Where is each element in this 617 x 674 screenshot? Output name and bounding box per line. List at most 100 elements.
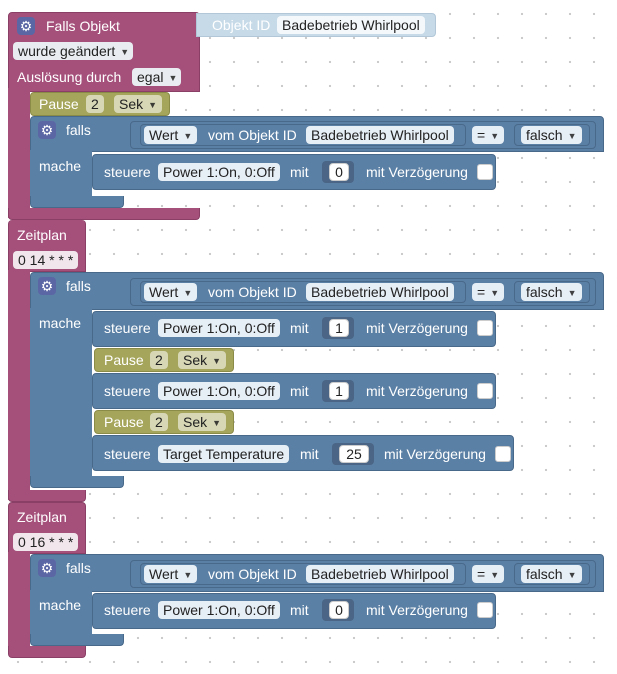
delay-checkbox[interactable] xyxy=(477,320,493,336)
changed-dropdown[interactable]: wurde geändert ▼ xyxy=(13,42,134,60)
value-type-dropdown[interactable]: Wert ▼ xyxy=(144,126,198,144)
delay-label: mit Verzögerung xyxy=(366,164,468,180)
if-mache-label: mache xyxy=(39,315,82,331)
schedule-footer xyxy=(8,490,86,502)
value-type-label: Wert xyxy=(149,566,179,582)
bool-value: falsch xyxy=(526,127,563,143)
delay-checkbox[interactable] xyxy=(477,164,493,180)
delay-label: mit Verzögerung xyxy=(366,383,468,399)
schedule-title: Zeitplan xyxy=(17,227,67,243)
chevron-down-icon: ▼ xyxy=(183,131,193,141)
pause-label: Pause xyxy=(104,414,144,430)
operator-dropdown[interactable]: = ▼ xyxy=(472,283,505,301)
if-falls-label: falls xyxy=(66,122,91,138)
if-block-spine xyxy=(30,308,92,480)
control-target-dropdown[interactable]: Power 1:On, 0:Off xyxy=(158,382,280,400)
chevron-down-icon: ▼ xyxy=(212,418,222,428)
chevron-down-icon: ▼ xyxy=(490,570,500,580)
chevron-down-icon: ▼ xyxy=(490,131,500,141)
from-object-label: vom Objekt ID xyxy=(208,127,297,143)
control-with-label: mit xyxy=(290,320,309,336)
from-object-label: vom Objekt ID xyxy=(208,566,297,582)
control-block[interactable] xyxy=(92,373,496,409)
trigger-title: Falls Objekt xyxy=(46,18,120,34)
object-field[interactable]: Badebetrieb Whirlpool xyxy=(306,565,454,583)
pause-unit-value: Sek xyxy=(183,414,208,430)
chevron-down-icon: ▼ xyxy=(120,47,130,57)
from-object-label: vom Objekt ID xyxy=(208,284,297,300)
object-id-label: Objekt ID xyxy=(212,17,271,33)
operator-dropdown[interactable]: = ▼ xyxy=(472,565,505,583)
chevron-down-icon: ▼ xyxy=(183,288,193,298)
if-mache-label: mache xyxy=(39,597,82,613)
trigger-by-dropdown[interactable]: egal ▼ xyxy=(132,68,182,86)
control-target-dropdown[interactable]: Power 1:On, 0:Off xyxy=(158,163,280,181)
gear-icon[interactable]: ⚙ xyxy=(38,121,56,139)
changed-dropdown-label: wurde geändert xyxy=(18,43,116,59)
gear-icon[interactable]: ⚙ xyxy=(38,277,56,295)
control-label: steuere xyxy=(104,383,151,399)
if-falls-label: falls xyxy=(66,560,91,576)
control-value-input[interactable]: 0 xyxy=(329,163,349,181)
gear-icon[interactable]: ⚙ xyxy=(38,559,56,577)
gear-icon[interactable]: ⚙ xyxy=(17,17,35,35)
if-block-spine xyxy=(30,590,92,638)
if-block-footer xyxy=(30,476,124,488)
control-value-input[interactable]: 1 xyxy=(329,382,349,400)
pause-label: Pause xyxy=(39,96,79,112)
pause-value[interactable]: 2 xyxy=(150,413,168,431)
delay-label: mit Verzögerung xyxy=(384,446,486,462)
pause-label: Pause xyxy=(104,352,144,368)
delay-checkbox[interactable] xyxy=(477,383,493,399)
control-with-label: mit xyxy=(290,383,309,399)
if-block-footer xyxy=(30,634,124,646)
operator-value: = xyxy=(477,566,486,582)
control-with-label: mit xyxy=(290,602,309,618)
value-type-dropdown[interactable]: Wert ▼ xyxy=(144,565,198,583)
chevron-down-icon: ▼ xyxy=(490,288,500,298)
value-type-label: Wert xyxy=(149,284,179,300)
bool-dropdown[interactable]: falsch ▼ xyxy=(521,565,582,583)
chevron-down-icon: ▼ xyxy=(212,356,222,366)
control-with-label: mit xyxy=(300,446,319,462)
bool-value: falsch xyxy=(526,566,563,582)
if-block-spine xyxy=(30,150,92,200)
object-id-field[interactable]: Badebetrieb Whirlpool xyxy=(277,16,425,34)
schedule-title: Zeitplan xyxy=(17,509,67,525)
control-label: steuere xyxy=(104,320,151,336)
trigger-block-footer xyxy=(8,208,200,220)
control-value-input[interactable]: 25 xyxy=(339,445,369,463)
delay-label: mit Verzögerung xyxy=(366,320,468,336)
pause-value[interactable]: 2 xyxy=(150,351,168,369)
control-target-dropdown[interactable]: Power 1:On, 0:Off xyxy=(158,601,280,619)
delay-checkbox[interactable] xyxy=(477,602,493,618)
object-field[interactable]: Badebetrieb Whirlpool xyxy=(306,283,454,301)
pause-unit-dropdown[interactable]: Sek ▼ xyxy=(178,413,227,431)
schedule-spine xyxy=(8,270,30,500)
delay-checkbox[interactable] xyxy=(495,446,511,462)
operator-value: = xyxy=(477,127,486,143)
control-value-input[interactable]: 0 xyxy=(329,601,349,619)
control-value-input[interactable]: 1 xyxy=(329,319,349,337)
chevron-down-icon: ▼ xyxy=(148,100,158,110)
control-target-dropdown[interactable]: Power 1:On, 0:Off xyxy=(158,319,280,337)
cron-field[interactable]: 0 14 * * * xyxy=(13,251,79,269)
pause-unit-dropdown[interactable]: Sek ▼ xyxy=(114,95,163,113)
pause-unit-value: Sek xyxy=(183,352,208,368)
operator-value: = xyxy=(477,284,486,300)
value-type-label: Wert xyxy=(149,127,179,143)
if-mache-label: mache xyxy=(39,158,82,174)
operator-dropdown[interactable]: = ▼ xyxy=(472,126,505,144)
control-label: steuere xyxy=(104,164,151,180)
bool-dropdown[interactable]: falsch ▼ xyxy=(521,126,582,144)
cron-field[interactable]: 0 16 * * * xyxy=(13,533,79,551)
object-field[interactable]: Badebetrieb Whirlpool xyxy=(306,126,454,144)
pause-unit-dropdown[interactable]: Sek ▼ xyxy=(178,351,227,369)
control-target-dropdown[interactable]: Target Temperature xyxy=(158,445,290,463)
value-type-dropdown[interactable]: Wert ▼ xyxy=(144,283,198,301)
control-label: steuere xyxy=(104,602,151,618)
pause-value[interactable]: 2 xyxy=(86,95,104,113)
bool-dropdown[interactable]: falsch ▼ xyxy=(521,283,582,301)
delay-label: mit Verzögerung xyxy=(366,602,468,618)
pause-unit-value: Sek xyxy=(119,96,144,112)
